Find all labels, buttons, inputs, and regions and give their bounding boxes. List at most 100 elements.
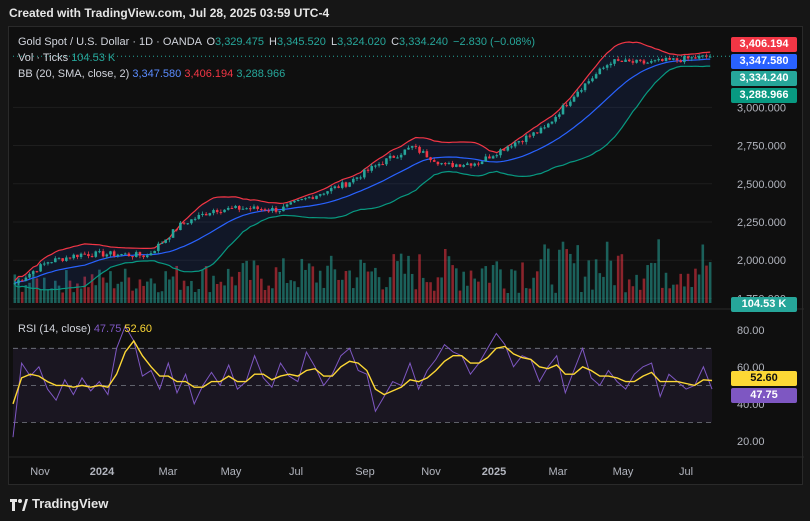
volume-bar xyxy=(642,278,646,303)
rsi-legend[interactable]: RSI (14, close) 47.75 52.60 xyxy=(18,323,152,335)
bb-legend[interactable]: BB (20, SMA, close, 2) 3,347.580 3,406.1… xyxy=(18,68,285,80)
tradingview-logo[interactable]: TradingView xyxy=(10,496,108,511)
candle-body xyxy=(554,116,557,122)
volume-bar xyxy=(620,254,624,303)
candle-body xyxy=(661,59,664,62)
candle-body xyxy=(517,141,521,143)
volume-bar xyxy=(344,271,348,303)
candle-body xyxy=(642,60,646,64)
candle-body xyxy=(153,250,156,254)
chart-panel[interactable]: 1,750.0002,000.0002,250.0002,500.0002,75… xyxy=(8,26,804,486)
volume-bar xyxy=(79,288,83,303)
candle-body xyxy=(271,207,274,211)
candle-body xyxy=(57,258,61,260)
volume-bar xyxy=(517,292,521,303)
volume-bar xyxy=(39,289,42,303)
volume-bar xyxy=(304,269,307,303)
candle-body xyxy=(425,151,429,158)
rsi-line xyxy=(12,324,713,438)
candle-body xyxy=(502,149,506,151)
volume-bar xyxy=(326,265,329,303)
volume-bar xyxy=(219,281,223,303)
volume-bar xyxy=(282,258,285,303)
candle-body xyxy=(646,62,649,64)
high-label: H xyxy=(269,36,277,48)
volume-bar xyxy=(510,269,513,303)
volume-bar xyxy=(109,271,112,303)
volume-bar xyxy=(499,269,502,303)
volume-bar xyxy=(524,288,528,303)
volume-bar xyxy=(440,277,443,303)
candle-body xyxy=(565,105,568,107)
volume-bar xyxy=(20,291,24,303)
rsi-value: 47.75 xyxy=(93,323,122,335)
volume-bar xyxy=(168,279,171,303)
candle-body xyxy=(650,61,653,63)
rsi-tick-label: 60.00 xyxy=(737,362,765,374)
candle-body xyxy=(377,164,381,166)
volume-bar xyxy=(414,289,418,303)
candle-body xyxy=(131,256,134,258)
candle-body xyxy=(672,58,675,60)
symbol-legend[interactable]: Gold Spot / U.S. Dollar · 1D · OANDA O3,… xyxy=(18,36,535,48)
bb-upper-value: 3,406.194 xyxy=(184,68,234,80)
candle-body xyxy=(182,222,186,224)
candle-body xyxy=(83,253,87,255)
volume-bar xyxy=(705,265,708,303)
x-tick-label: 2025 xyxy=(482,466,506,478)
volume-bar xyxy=(83,276,87,303)
candle-body xyxy=(13,283,17,285)
volume-bar xyxy=(407,255,410,303)
candle-body xyxy=(208,213,212,216)
candle-body xyxy=(539,127,543,134)
volume-bar xyxy=(638,289,642,303)
price-tick-label: 2,500.000 xyxy=(737,179,786,191)
price-tick-label: 2,250.000 xyxy=(737,217,786,229)
candle-body xyxy=(145,255,149,258)
bb-basis-value: 3,347.580 xyxy=(132,68,182,80)
volume-bar xyxy=(366,271,370,303)
candle-body xyxy=(510,146,513,148)
volume-bar xyxy=(598,273,602,303)
candle-body xyxy=(399,154,403,158)
volume-bar xyxy=(602,276,605,303)
rsi-band-fill xyxy=(13,348,712,423)
candle-body xyxy=(142,255,145,258)
volume-bar xyxy=(429,282,432,303)
candle-body xyxy=(79,253,83,258)
symbol-title: Gold Spot / U.S. Dollar · 1D · OANDA xyxy=(18,36,202,48)
x-tick-label: 2024 xyxy=(90,466,115,478)
candle-body xyxy=(429,157,432,161)
volume-bar xyxy=(54,280,57,303)
volume-bar xyxy=(17,277,20,303)
volume-bar xyxy=(550,284,554,303)
volume-bar xyxy=(260,278,263,303)
chart-svg[interactable]: 1,750.0002,000.0002,250.0002,500.0002,75… xyxy=(9,27,804,486)
volume-bar xyxy=(274,267,278,303)
candle-body xyxy=(127,253,131,257)
volume-bar xyxy=(613,285,616,303)
candle-body xyxy=(267,210,270,212)
volume-bar xyxy=(583,276,587,303)
candle-body xyxy=(105,254,109,257)
candle-body xyxy=(440,163,443,165)
candle-body xyxy=(543,127,546,129)
candle-body xyxy=(348,182,351,187)
candle-body xyxy=(506,146,510,151)
candle-body xyxy=(340,182,344,188)
candle-body xyxy=(535,132,539,134)
candle-body xyxy=(72,254,75,259)
candle-body xyxy=(594,74,598,79)
volume-bar xyxy=(447,256,451,303)
volume-bar xyxy=(138,279,142,303)
brand-name: TradingView xyxy=(32,496,109,511)
candle-body xyxy=(337,186,340,188)
volume-legend[interactable]: Vol · Ticks 104.53 K xyxy=(18,52,115,64)
candle-body xyxy=(311,197,315,199)
price-tick-label: 3,000.000 xyxy=(737,102,786,114)
tradingview-logo-icon xyxy=(10,498,28,511)
x-tick-label: May xyxy=(221,466,242,478)
volume-bar xyxy=(245,260,248,303)
volume-bar xyxy=(477,281,480,303)
volume-bar xyxy=(315,282,318,303)
